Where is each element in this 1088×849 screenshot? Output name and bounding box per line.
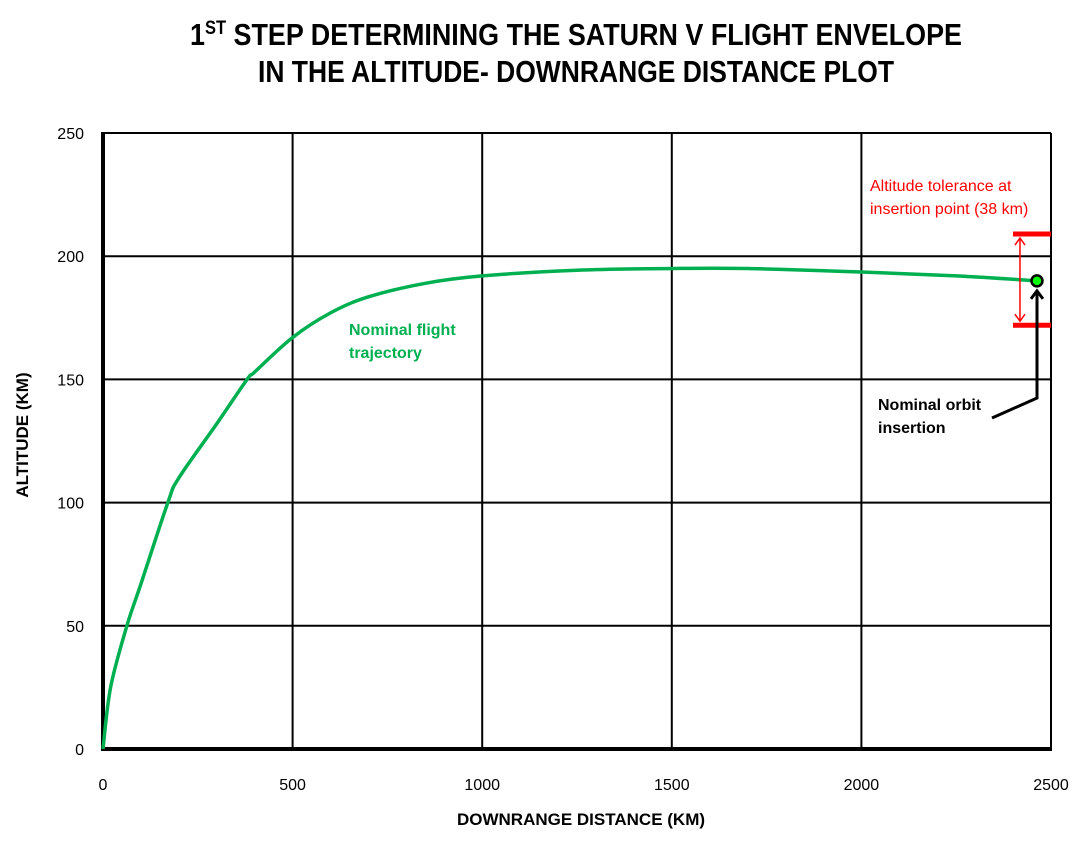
x-tick-label: 1500 xyxy=(654,777,690,794)
chart-title-line1: 1ST STEP DETERMINING THE SATURN V FLIGHT… xyxy=(190,17,962,52)
tolerance-arrow-head-down xyxy=(1014,313,1026,323)
insertion-label-line1: Nominal orbit xyxy=(878,397,982,414)
title-rest: STEP DETERMINING THE SATURN V FLIGHT ENV… xyxy=(226,17,962,52)
y-tick-label: 100 xyxy=(57,496,84,513)
y-tick-label: 0 xyxy=(75,742,84,759)
tick-labels: 0 500 1000 1500 2000 2500 0 50 100 150 200 250 xyxy=(57,126,1069,794)
insertion-pointer-arrowhead xyxy=(1029,288,1045,300)
insertion-label-line2: insertion xyxy=(878,420,946,437)
trajectory-line xyxy=(101,266,1038,750)
x-tick-label: 0 xyxy=(99,777,108,794)
chart-title-line2: IN THE ALTITUDE- DOWNRANGE DISTANCE PLOT xyxy=(258,54,894,89)
y-tick-label: 200 xyxy=(57,249,84,266)
tolerance-label-line2: insertion point (38 km) xyxy=(870,201,1028,218)
x-tick-label: 2000 xyxy=(844,777,880,794)
y-axis-title: ALTITUDE (KM) xyxy=(13,372,32,497)
series-layer xyxy=(101,231,1051,750)
insertion-pointer-arrow xyxy=(991,291,1039,420)
grid xyxy=(101,132,1052,751)
y-tick-label: 250 xyxy=(57,126,84,143)
tolerance-arrow-head-up xyxy=(1014,236,1026,246)
x-tick-label: 2500 xyxy=(1033,777,1069,794)
title-prefix: 1 xyxy=(190,17,205,52)
x-tick-label: 500 xyxy=(279,777,306,794)
x-tick-label: 1000 xyxy=(464,777,500,794)
x-axis-title: DOWNRANGE DISTANCE (KM) xyxy=(457,810,705,829)
y-tick-label: 50 xyxy=(66,619,84,636)
trajectory-label-line2: trajectory xyxy=(349,345,422,362)
title-superscript: ST xyxy=(205,18,226,39)
y-tick-label: 150 xyxy=(57,372,84,389)
trajectory-label-line1: Nominal flight xyxy=(349,322,456,339)
insertion-point-marker xyxy=(1030,274,1044,288)
tolerance-label-line1: Altitude tolerance at xyxy=(870,178,1012,195)
